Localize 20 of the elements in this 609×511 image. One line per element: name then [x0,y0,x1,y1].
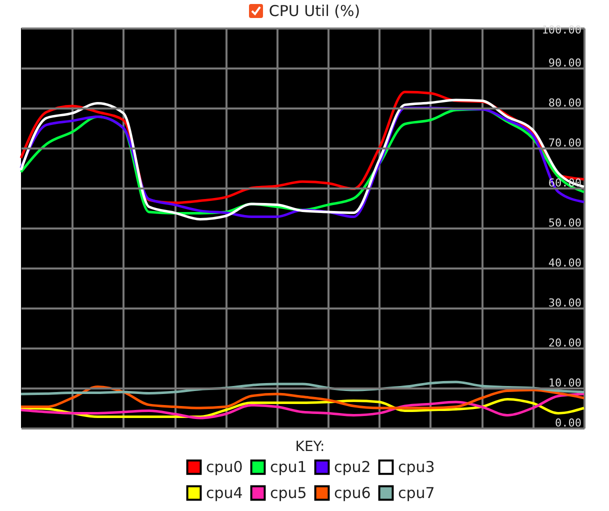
legend-label: cpu6 [334,484,371,502]
y-tick-label: 20.00 [548,336,582,350]
y-tick-label: 70.00 [548,136,582,150]
legend-title: KEY: [295,439,325,455]
legend-label: cpu2 [334,458,371,476]
legend-label: cpu1 [270,458,307,476]
y-tick-label: 100.00 [542,24,582,36]
y-tick-label: 40.00 [548,256,582,270]
y-tick-label: 0.00 [555,416,582,430]
y-tick-label: 80.00 [548,96,582,110]
legend-label: cpu3 [398,458,435,476]
chart-title: CPU Util (%) [268,2,360,20]
y-tick-label: 10.00 [548,376,582,390]
legend-label: cpu7 [398,484,435,502]
y-tick-label: 30.00 [548,296,582,310]
y-tick-label: 50.00 [548,216,582,230]
legend-label: cpu0 [206,458,243,476]
y-tick-label: 90.00 [548,56,582,70]
legend-label: cpu4 [206,484,243,502]
legend-label: cpu5 [270,484,307,502]
